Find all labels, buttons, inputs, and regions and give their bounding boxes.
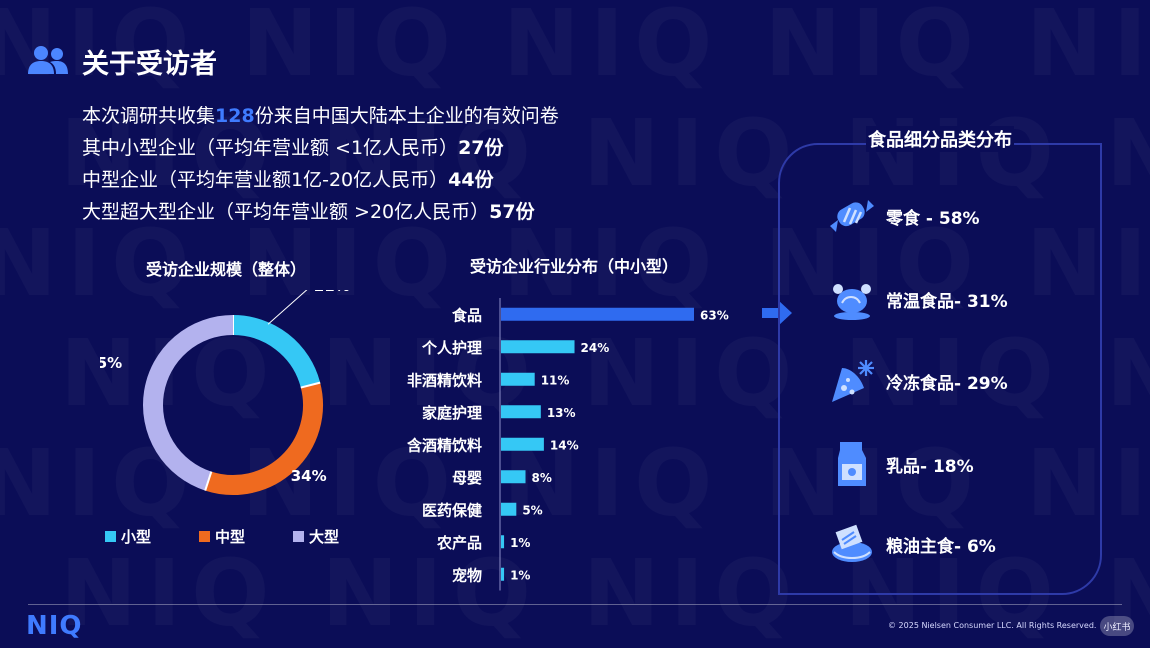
bar-category-label: 含酒精饮料 bbox=[407, 436, 482, 454]
food-panel-title: 食品细分品类分布 bbox=[866, 126, 1014, 152]
food-item-grain: 粮油主食- 6% bbox=[828, 520, 996, 568]
food-item-ambient: 常温食品- 31% bbox=[828, 275, 1008, 323]
medium-count: 44 bbox=[448, 169, 475, 191]
bar-chart-title: 受访企业行业分布（中小型） bbox=[470, 257, 679, 276]
section-header: 关于受访者 bbox=[26, 42, 217, 81]
footer-divider bbox=[28, 604, 1122, 605]
intro-line-small: 其中小型企业（平均年营业额 <1亿人民币）27份 bbox=[82, 132, 559, 164]
legend-swatch bbox=[199, 531, 211, 542]
donut-slice bbox=[205, 382, 323, 495]
bar-data-label: 11% bbox=[541, 373, 570, 387]
donut-data-label: 34% bbox=[291, 467, 327, 485]
food-item-label: 乳品- 18% bbox=[886, 456, 974, 477]
donut-slice bbox=[143, 315, 234, 491]
bar-category-label: 食品 bbox=[452, 306, 482, 324]
roast-chicken-icon bbox=[828, 275, 876, 323]
bar-data-label: 14% bbox=[550, 438, 579, 452]
legend-label: 中型 bbox=[215, 528, 246, 546]
food-item-label: 粮油主食- 6% bbox=[886, 536, 996, 557]
intro-unit: 份 bbox=[474, 169, 494, 191]
bar-category-label: 宠物 bbox=[452, 566, 482, 584]
bar-chart: 食品 63% 个人护理 24% 非酒精饮料 11% 家庭护理 13% 含酒精饮料 14% 母婴 8% 医… bbox=[407, 298, 729, 591]
donut-legend: 小型 中型 大型 bbox=[105, 526, 339, 547]
bar bbox=[501, 405, 541, 419]
bar-data-label: 8% bbox=[532, 471, 552, 485]
bar bbox=[501, 437, 544, 451]
intro-line-medium: 中型企业（平均年营业额1亿-20亿人民币）44份 bbox=[82, 164, 559, 196]
bar-data-label: 13% bbox=[547, 406, 576, 420]
bar-category-label: 母婴 bbox=[452, 469, 482, 487]
grain-bag-icon bbox=[828, 520, 876, 568]
niq-logo: NIQ bbox=[26, 611, 83, 641]
large-count: 57 bbox=[489, 201, 516, 223]
intro-text-segment: 本次调研共收集 bbox=[82, 105, 216, 127]
bar bbox=[501, 372, 535, 386]
legend-label: 大型 bbox=[309, 528, 340, 546]
legend-swatch bbox=[293, 531, 305, 542]
milk-carton-icon bbox=[828, 440, 876, 488]
legend-item: 大型 bbox=[293, 526, 339, 547]
source-badge: 小红书 bbox=[1100, 616, 1134, 636]
small-count: 27 bbox=[458, 137, 485, 159]
slice-separator bbox=[300, 381, 321, 389]
candy-icon bbox=[828, 192, 876, 240]
donut-chart-title: 受访企业规模（整体） bbox=[146, 260, 307, 279]
bar-data-label: 1% bbox=[510, 536, 530, 550]
page-title: 关于受访者 bbox=[82, 49, 217, 80]
bar bbox=[501, 502, 517, 516]
bar-data-label: 63% bbox=[700, 308, 729, 322]
bar-data-label: 5% bbox=[522, 503, 542, 517]
bar-category-label: 非酒精饮料 bbox=[407, 371, 482, 389]
legend-item: 中型 bbox=[199, 526, 245, 547]
bar-category-label: 个人护理 bbox=[421, 339, 482, 357]
food-item-frozen: 冷冻食品- 29% bbox=[828, 357, 1008, 405]
arrow-right-icon bbox=[762, 300, 792, 330]
food-item-snacks: 零食 - 58% bbox=[828, 192, 980, 240]
slice-separator bbox=[204, 471, 213, 491]
bar-category-label: 医药保健 bbox=[422, 501, 482, 519]
bar bbox=[501, 340, 575, 354]
bar-category-label: 家庭护理 bbox=[422, 404, 482, 422]
total-count: 128 bbox=[215, 105, 255, 127]
food-item-label: 常温食品- 31% bbox=[886, 291, 1008, 312]
intro-text-segment: 份来自中国大陆本土企业的有效问卷 bbox=[254, 105, 559, 127]
copyright-text: © 2025 Nielsen Consumer LLC. All Rights … bbox=[888, 621, 1097, 630]
food-item-label: 零食 - 58% bbox=[886, 208, 980, 229]
legend-label: 小型 bbox=[121, 528, 152, 546]
food-item-dairy: 乳品- 18% bbox=[828, 440, 974, 488]
intro-text-segment: 大型超大型企业（平均年营业额 >20亿人民币） bbox=[82, 201, 490, 223]
frozen-pizza-icon bbox=[828, 357, 876, 405]
leader-line bbox=[267, 290, 308, 325]
bar bbox=[501, 470, 526, 484]
bar-data-label: 1% bbox=[510, 568, 530, 582]
donut-data-label: 21% bbox=[314, 290, 350, 295]
donut-chart: 21% 34% 45% bbox=[100, 290, 350, 495]
food-item-label: 冷冻食品- 29% bbox=[886, 373, 1008, 394]
intro-text-segment: 其中小型企业（平均年营业额 <1亿人民币） bbox=[82, 137, 459, 159]
intro-line-large: 大型超大型企业（平均年营业额 >20亿人民币）57份 bbox=[82, 196, 559, 228]
intro-text: 本次调研共收集128份来自中国大陆本土企业的有效问卷 其中小型企业（平均年营业额… bbox=[82, 100, 559, 228]
bar bbox=[501, 307, 694, 321]
intro-unit: 份 bbox=[515, 201, 535, 223]
users-icon bbox=[26, 44, 70, 80]
bar bbox=[501, 535, 505, 549]
bar-data-label: 24% bbox=[581, 341, 610, 355]
bar bbox=[501, 567, 505, 581]
intro-line-total: 本次调研共收集128份来自中国大陆本土企业的有效问卷 bbox=[82, 100, 559, 132]
legend-swatch bbox=[105, 531, 116, 542]
intro-text-segment: 中型企业（平均年营业额1亿-20亿人民币） bbox=[82, 169, 449, 191]
donut-data-label: 45% bbox=[100, 354, 122, 372]
bar-category-label: 农产品 bbox=[436, 534, 482, 552]
intro-unit: 份 bbox=[484, 137, 504, 159]
donut-slice bbox=[232, 315, 321, 388]
legend-item: 小型 bbox=[105, 526, 151, 547]
